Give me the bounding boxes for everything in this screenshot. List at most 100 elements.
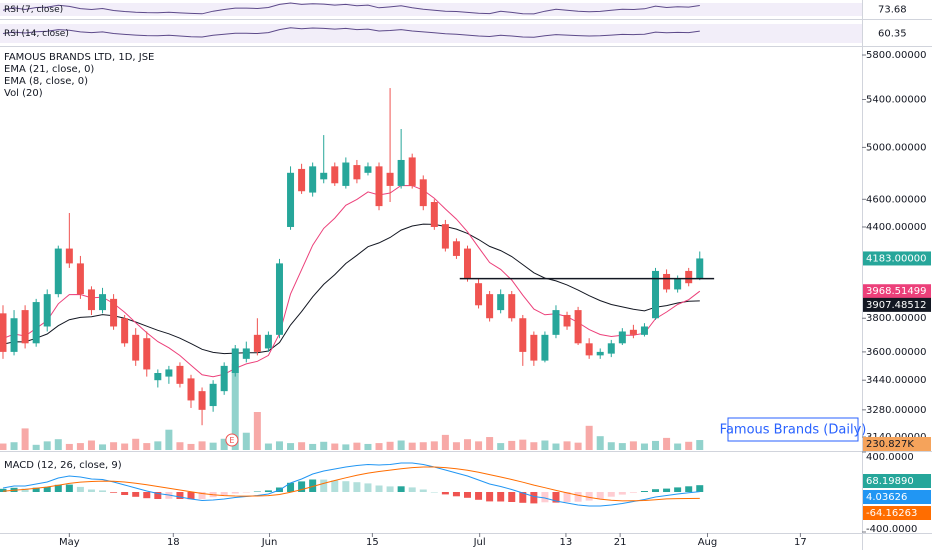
price-tag-label: 3907.48512	[866, 300, 926, 311]
ema-line	[2, 223, 700, 355]
candle-body	[397, 159, 405, 186]
candle-body	[607, 343, 615, 354]
macd-histogram-bar	[375, 485, 383, 492]
macd-histogram-bar	[397, 486, 405, 492]
volume-bar	[685, 441, 693, 450]
macd-histogram-bar	[463, 492, 471, 498]
macd-histogram-bar	[585, 492, 593, 501]
y-tick-label: 4600.00000	[866, 194, 926, 205]
volume-bar	[497, 443, 505, 450]
volume-bar	[663, 437, 671, 450]
candle-body	[452, 241, 460, 256]
ema-line	[2, 184, 701, 378]
macd-histogram-bar	[76, 486, 84, 492]
candle-body	[275, 263, 283, 335]
candle-body	[32, 302, 40, 344]
candle-body	[209, 383, 217, 407]
volume-bar	[574, 442, 582, 450]
volume-bar	[253, 412, 261, 450]
volume-bar	[342, 444, 350, 450]
volume-bar	[320, 441, 328, 450]
macd-histogram-bar	[253, 491, 261, 492]
candle-body	[10, 318, 18, 352]
volume-bar	[475, 441, 483, 450]
last-value-label: 73.68	[878, 5, 907, 16]
price-tag	[863, 506, 931, 520]
x-tick-label: 21	[614, 537, 627, 548]
macd-histogram-bar	[242, 492, 250, 493]
macd-histogram-bar	[132, 492, 140, 497]
candle-body	[364, 166, 372, 173]
candle-body	[552, 310, 560, 335]
rsi-line	[2, 2, 700, 15]
volume-bar	[0, 443, 7, 450]
macd-histogram-bar	[486, 492, 494, 502]
candle-body	[419, 179, 427, 207]
candle-body	[530, 334, 538, 361]
volume-bar	[132, 438, 140, 450]
volume-bar	[618, 443, 626, 450]
macd-histogram-bar	[43, 487, 51, 492]
volume-bar	[541, 440, 549, 450]
x-tick-label: Jun	[261, 537, 278, 548]
volume-bar	[441, 434, 449, 450]
x-tick-label: May	[59, 537, 80, 548]
candle-body	[99, 294, 107, 311]
macd-histogram-bar	[674, 487, 682, 492]
macd-histogram-bar	[618, 492, 626, 495]
candle-body	[685, 270, 693, 284]
candle-body	[663, 273, 671, 290]
y-tick-label: 5400.00000	[866, 94, 926, 105]
y-tick-label: 4400.00000	[866, 222, 926, 233]
volume-bar	[32, 444, 40, 450]
volume-bar	[629, 441, 637, 450]
macd-histogram-bar	[231, 492, 239, 494]
candle-body	[220, 365, 228, 392]
candle-body	[110, 298, 118, 327]
volume-bar	[452, 442, 460, 450]
volume-bar	[696, 440, 704, 450]
candle-body	[585, 343, 593, 356]
price-tag	[863, 284, 931, 299]
candle-body	[441, 224, 449, 249]
macd-histogram-bar	[287, 482, 295, 492]
candle-body	[430, 202, 438, 227]
y-tick-label: 3800.00000	[866, 313, 926, 324]
volume-bar	[397, 440, 405, 450]
macd-histogram-bar	[54, 484, 62, 492]
price-tag	[863, 297, 931, 312]
candle-body	[43, 294, 51, 327]
volume-bar	[165, 429, 173, 450]
y-tick-label: -400.0000	[866, 524, 917, 535]
candle-body	[386, 172, 394, 186]
candle-body	[408, 157, 416, 186]
macd-histogram-bar	[640, 491, 648, 492]
candle-body	[475, 283, 483, 306]
candle-body	[696, 258, 704, 279]
candle-body	[198, 391, 206, 410]
pane-title: MACD (12, 26, close, 9)	[4, 460, 122, 471]
macd-histogram-bar	[32, 487, 40, 492]
event-label: E	[229, 436, 234, 445]
macd-histogram-bar	[475, 492, 483, 500]
volume-bar	[176, 442, 184, 450]
volume-bar	[486, 437, 494, 450]
macd-histogram-bar	[342, 481, 350, 492]
volume-bar	[375, 443, 383, 450]
candle-body	[231, 348, 239, 373]
volume-bar	[298, 442, 306, 450]
volume-bar	[607, 442, 615, 450]
volume-bar	[10, 442, 18, 450]
candle-body	[309, 166, 317, 193]
volume-bar	[121, 443, 129, 450]
macd-histogram-bar	[663, 488, 671, 492]
pane-title: RSI (7, close)	[4, 5, 63, 15]
candle-body	[497, 294, 505, 311]
volume-bar	[87, 440, 95, 450]
macd-histogram-bar	[563, 492, 571, 503]
volume-bar	[309, 443, 317, 450]
volume-bar	[408, 442, 416, 450]
macd-histogram-bar	[574, 492, 582, 502]
volume-bar	[552, 443, 560, 450]
